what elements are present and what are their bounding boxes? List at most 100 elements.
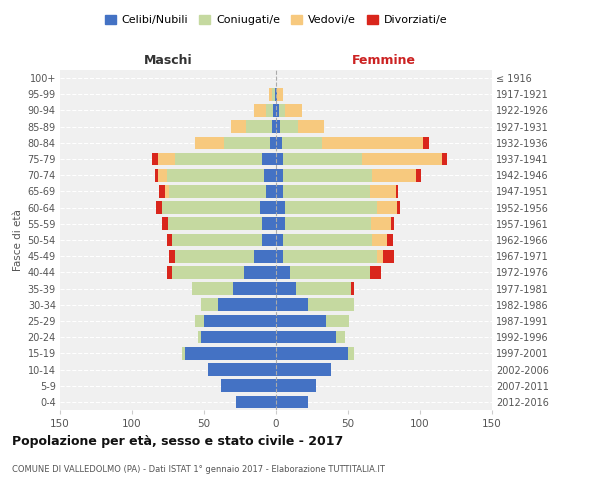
Bar xyxy=(276,234,283,246)
Bar xyxy=(201,298,218,311)
Bar xyxy=(204,314,276,328)
Bar xyxy=(196,136,224,149)
Bar xyxy=(322,136,423,149)
Bar xyxy=(308,298,354,311)
Bar xyxy=(442,152,448,166)
Bar xyxy=(168,218,262,230)
Bar xyxy=(383,250,394,262)
Bar xyxy=(275,88,276,101)
Bar xyxy=(348,347,354,360)
Bar xyxy=(175,152,262,166)
Bar xyxy=(218,298,276,311)
Bar xyxy=(276,298,308,311)
Bar xyxy=(276,282,296,295)
Bar xyxy=(290,266,370,278)
Bar xyxy=(276,185,283,198)
Bar xyxy=(377,250,383,262)
Bar xyxy=(260,202,276,214)
Bar xyxy=(276,202,284,214)
Bar xyxy=(152,152,158,166)
Bar xyxy=(276,104,279,117)
Bar xyxy=(266,185,276,198)
Bar xyxy=(279,104,284,117)
Bar xyxy=(296,282,351,295)
Bar xyxy=(283,234,373,246)
Bar xyxy=(283,152,362,166)
Bar xyxy=(423,136,428,149)
Bar xyxy=(351,282,354,295)
Bar xyxy=(254,104,266,117)
Bar xyxy=(284,202,377,214)
Bar xyxy=(221,380,276,392)
Bar xyxy=(165,185,169,198)
Bar xyxy=(198,331,201,344)
Bar xyxy=(269,88,272,101)
Bar xyxy=(282,136,322,149)
Bar xyxy=(155,169,158,181)
Bar xyxy=(373,169,416,181)
Bar xyxy=(377,202,397,214)
Bar xyxy=(201,331,276,344)
Bar xyxy=(276,152,283,166)
Bar xyxy=(244,266,276,278)
Bar xyxy=(224,136,270,149)
Text: COMUNE DI VALLEDOLMO (PA) - Dati ISTAT 1° gennaio 2017 - Elaborazione TUTTITALIA: COMUNE DI VALLEDOLMO (PA) - Dati ISTAT 1… xyxy=(12,465,385,474)
Bar xyxy=(276,396,308,408)
Bar xyxy=(262,152,276,166)
Bar xyxy=(162,218,168,230)
Bar xyxy=(276,363,331,376)
Bar xyxy=(276,120,280,133)
Bar xyxy=(276,218,284,230)
Bar xyxy=(272,88,275,101)
Bar xyxy=(283,185,370,198)
Bar xyxy=(370,185,395,198)
Bar xyxy=(416,169,421,181)
Text: Femmine: Femmine xyxy=(352,54,416,67)
Bar xyxy=(391,218,394,230)
Bar xyxy=(185,347,276,360)
Y-axis label: Fasce di età: Fasce di età xyxy=(13,209,23,271)
Bar xyxy=(262,234,276,246)
Bar xyxy=(167,234,172,246)
Bar xyxy=(265,169,276,181)
Bar xyxy=(169,185,266,198)
Bar xyxy=(280,120,298,133)
Bar xyxy=(162,202,260,214)
Bar xyxy=(232,120,246,133)
Bar xyxy=(276,250,283,262)
Y-axis label: Anni di nascita: Anni di nascita xyxy=(598,202,600,278)
Bar xyxy=(326,314,349,328)
Bar xyxy=(276,136,282,149)
Bar xyxy=(276,88,277,101)
Bar xyxy=(298,120,323,133)
Text: Maschi: Maschi xyxy=(143,54,193,67)
Bar xyxy=(276,380,316,392)
Bar xyxy=(276,331,337,344)
Bar xyxy=(246,120,272,133)
Bar xyxy=(208,363,276,376)
Bar xyxy=(283,250,377,262)
Bar xyxy=(371,218,391,230)
Bar xyxy=(160,185,165,198)
Bar xyxy=(262,218,276,230)
Bar xyxy=(337,331,345,344)
Text: Popolazione per età, sesso e stato civile - 2017: Popolazione per età, sesso e stato civil… xyxy=(12,435,343,448)
Bar xyxy=(284,104,302,117)
Bar xyxy=(277,88,283,101)
Bar xyxy=(387,234,392,246)
Bar xyxy=(273,104,276,117)
Bar xyxy=(370,266,381,278)
Bar xyxy=(182,347,185,360)
Bar xyxy=(283,169,373,181)
Bar xyxy=(167,169,265,181)
Bar xyxy=(158,169,167,181)
Bar xyxy=(284,218,371,230)
Bar xyxy=(236,396,276,408)
Bar xyxy=(169,250,175,262)
Bar xyxy=(196,314,204,328)
Bar xyxy=(193,282,233,295)
Bar xyxy=(233,282,276,295)
Bar xyxy=(175,250,254,262)
Bar xyxy=(172,234,262,246)
Bar xyxy=(167,266,172,278)
